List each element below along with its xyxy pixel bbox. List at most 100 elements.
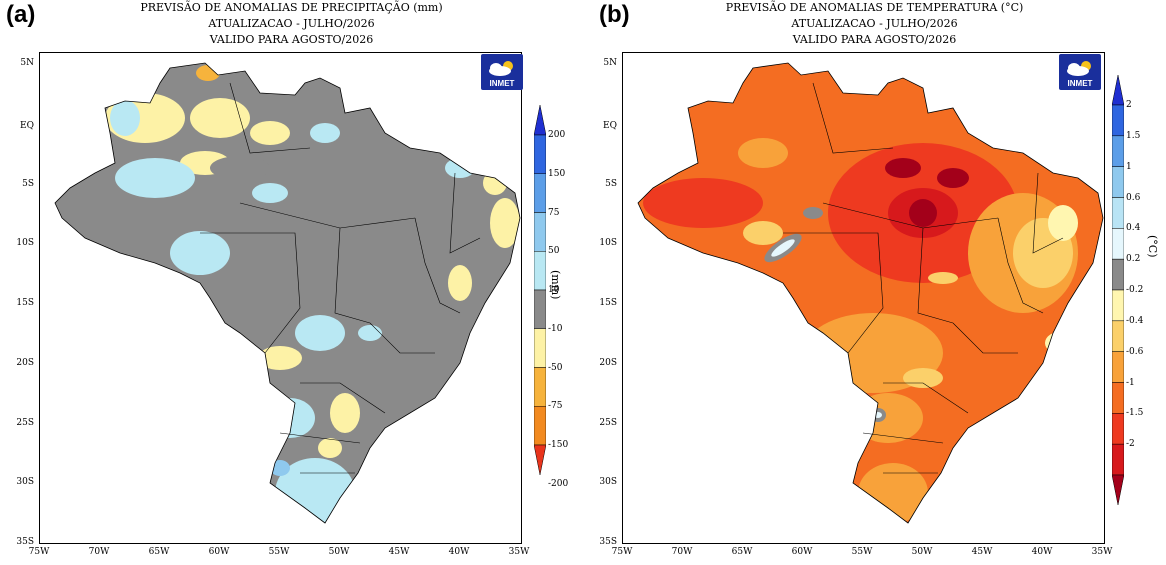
colorbar-segment (1112, 197, 1124, 229)
colorbar-segment (1112, 413, 1124, 445)
colorbar-segment (534, 289, 546, 329)
lat-label: 35S (599, 537, 617, 547)
lat-label: 20S (16, 358, 34, 368)
colorbar-precipitation (534, 105, 546, 475)
lon-label: 35W (508, 547, 530, 557)
lat-label: 25S (599, 418, 617, 428)
colorbar-bottom-arrow (1112, 474, 1124, 505)
lat-label: 15S (16, 298, 34, 308)
colorbar-tick-label: -2 (1126, 439, 1135, 450)
colorbar-tick-label: 10 (548, 285, 560, 295)
precipitation-map (54, 62, 521, 524)
colorbar-segment (534, 367, 546, 407)
lon-label: 40W (448, 547, 470, 557)
lon-label: 45W (971, 547, 993, 557)
lon-label: 75W (28, 547, 50, 557)
colorbar-segment (1112, 258, 1124, 291)
lon-label: 35W (1091, 547, 1113, 557)
colorbar-tick-label: -75 (548, 401, 563, 412)
lat-label: EQ (603, 121, 617, 131)
panel-temperature: (b) PREVISÃO DE ANOMALIAS DE TEMPERATURA… (583, 0, 1166, 565)
lat-label: 5S (22, 179, 34, 189)
colorbar-segment (1112, 104, 1124, 137)
colorbar-segment (1112, 289, 1124, 322)
colorbar-segment (534, 328, 546, 368)
colorbar-tick-label: 1.5 (1126, 130, 1141, 141)
colorbar-tick-label: -200 (548, 478, 569, 489)
colorbar-tick-label: 200 (548, 130, 566, 140)
colorbar-segment (534, 134, 546, 174)
colorbar-tick-label: 1 (1126, 161, 1132, 172)
title-line: PREVISÃO DE ANOMALIAS DE TEMPERATURA (°C… (725, 1, 1024, 14)
cloud-sun-icon (489, 61, 513, 76)
colorbar-unit-b: (°C) (1146, 235, 1159, 258)
colorbar-temperature (1112, 75, 1124, 505)
colorbar-segment (534, 406, 546, 446)
lon-label: 50W (911, 547, 933, 557)
colorbar-tick-label: -0.4 (1126, 315, 1144, 326)
colorbar-segment (1112, 320, 1124, 352)
panel-precipitation: (a) PREVISÃO DE ANOMALIAS DE PRECIPITAÇÃ… (6, 1, 569, 557)
colorbar-segment (1112, 382, 1124, 414)
colorbar-segment (534, 212, 546, 252)
map-frame-a (39, 52, 522, 544)
map-title-b: PREVISÃO DE ANOMALIAS DE TEMPERATURA (°C… (583, 0, 1166, 48)
lon-label: 70W (671, 547, 693, 557)
lon-label: 50W (328, 547, 350, 557)
title-line: ATUALIZACAO - JULHO/2026 (208, 17, 375, 30)
inmet-logo: INMET (1059, 54, 1101, 90)
lat-label: 30S (16, 477, 34, 487)
colorbar-segment (1112, 443, 1124, 476)
panel-label-a: (a) (6, 1, 36, 28)
panel-label-b: (b) (599, 1, 630, 28)
colorbar-segment (1112, 166, 1124, 198)
colorbar-top-arrow (534, 105, 546, 136)
colorbar-bottom-arrow (534, 444, 546, 475)
lat-label: 10S (16, 238, 34, 248)
lon-label: 65W (731, 547, 753, 557)
colorbar-segment (1112, 135, 1124, 167)
lat-label: 20S (599, 358, 617, 368)
colorbar-tick-label: -50 (548, 362, 563, 373)
lon-label: 65W (148, 547, 170, 557)
colorbar-segment (534, 251, 546, 291)
colorbar-tick-label: 0.4 (1126, 223, 1141, 234)
title-line: ATUALIZACAO - JULHO/2026 (791, 17, 958, 30)
logo-text: INMET (1067, 79, 1093, 88)
title-line: VALIDO PARA AGOSTO/2026 (209, 33, 374, 46)
lon-label: 40W (1031, 547, 1053, 557)
lat-label: 5N (603, 58, 617, 68)
lon-label: 60W (208, 547, 230, 557)
lat-label: 15S (599, 298, 617, 308)
colorbar-tick-label: -10 (548, 323, 563, 334)
colorbar-segment (1112, 228, 1124, 260)
logo-text: INMET (489, 79, 515, 88)
lon-label: 75W (611, 547, 633, 557)
colorbar-tick-label: 75 (548, 207, 560, 218)
lon-label: 55W (851, 547, 873, 557)
cloud-sun-icon (1067, 61, 1091, 76)
colorbar-segment (1112, 351, 1124, 383)
colorbar-tick-label: -0.2 (1126, 285, 1144, 295)
colorbar-tick-label: 0.6 (1126, 192, 1141, 203)
temperature-map (637, 62, 1104, 524)
lon-label: 70W (88, 547, 110, 557)
map-frame-b (622, 52, 1105, 544)
colorbar-tick-label: 2 (1126, 100, 1132, 110)
lat-label: 30S (599, 477, 617, 487)
lat-label: 35S (16, 537, 34, 547)
colorbar-unit-a: (mm) (549, 270, 562, 300)
lat-label: 5S (605, 179, 617, 189)
colorbar-tick-label: -150 (548, 440, 569, 450)
colorbar-tick-label: 150 (548, 168, 566, 179)
title-line: PREVISÃO DE ANOMALIAS DE PRECIPITAÇÃO (m… (140, 1, 443, 14)
colorbar-top-arrow (1112, 75, 1124, 106)
colorbar-tick-label: -0.6 (1126, 346, 1144, 357)
lon-label: 45W (388, 547, 410, 557)
inmet-logo: INMET (481, 54, 523, 90)
title-line: VALIDO PARA AGOSTO/2026 (792, 33, 957, 46)
colorbar-tick-label: 50 (548, 246, 560, 257)
lat-label: 25S (16, 418, 34, 428)
lon-label: 55W (268, 547, 290, 557)
lat-label: 10S (599, 238, 617, 248)
